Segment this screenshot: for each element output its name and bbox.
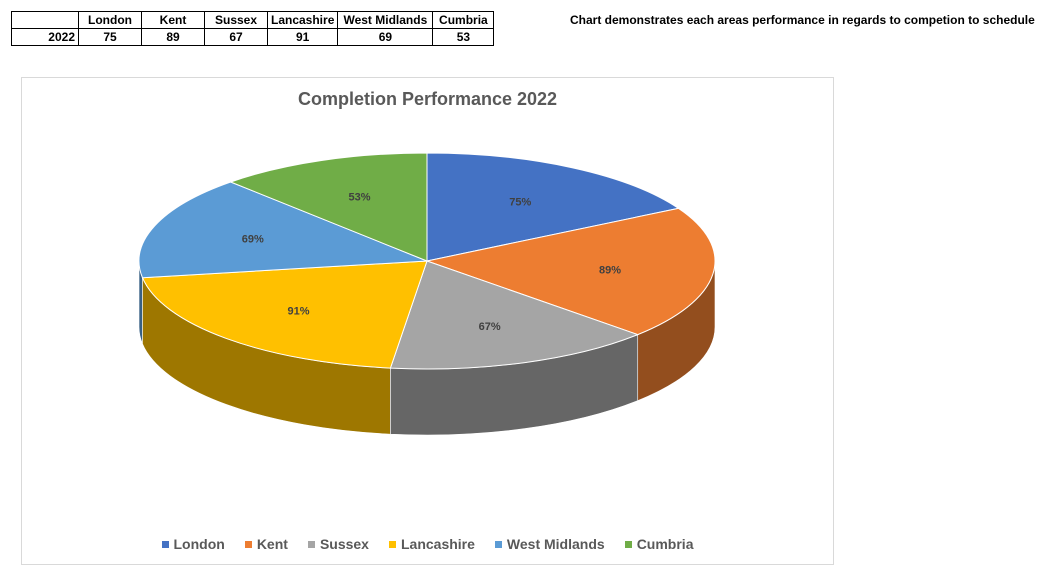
table-cell: Kent xyxy=(141,11,205,29)
data-label: 91% xyxy=(288,306,310,318)
data-label: 67% xyxy=(479,321,501,333)
legend-item: Sussex xyxy=(307,536,369,552)
table-row: 2022 75 89 67 91 69 53 xyxy=(11,28,495,46)
chart-legend: London Kent Sussex Lancashire West Midlands C… xyxy=(22,536,833,552)
legend-swatch xyxy=(494,540,502,548)
table-cell: 91 xyxy=(266,28,339,46)
legend-item: London xyxy=(161,536,225,552)
legend-item: Cumbria xyxy=(624,536,694,552)
chart-area[interactable]: Completion Performance 2022 75% 89% 67% 91%… xyxy=(21,77,834,565)
legend-item: Kent xyxy=(244,536,288,552)
legend-label: Lancashire xyxy=(400,536,475,552)
pie-slice-west-midlands[interactable] xyxy=(138,181,428,279)
legend-label: Kent xyxy=(256,536,288,552)
legend-label: London xyxy=(173,536,225,552)
legend-item: Lancashire xyxy=(388,536,475,552)
legend-label: Sussex xyxy=(319,536,369,552)
pie-slice-london[interactable] xyxy=(426,152,680,262)
pie-slice-cumbria[interactable] xyxy=(229,152,428,262)
data-label: 69% xyxy=(242,233,264,245)
table-cell: West Midlands xyxy=(337,11,434,29)
chart-title: Completion Performance 2022 xyxy=(297,89,558,109)
table-cell: 53 xyxy=(432,28,495,46)
pie-slice-kent[interactable] xyxy=(425,207,716,336)
legend-swatch xyxy=(307,540,315,548)
legend-swatch xyxy=(161,540,169,548)
pie-slice-lancashire[interactable] xyxy=(141,260,428,369)
table-cell: 75 xyxy=(78,28,142,46)
data-label: 75% xyxy=(509,196,531,208)
pie-chart: 75% 89% 67% 91% 69% 53% xyxy=(138,152,716,436)
table-cell: 67 xyxy=(204,28,268,46)
table-cell: Cumbria xyxy=(432,11,495,29)
pie-slice-sussex[interactable] xyxy=(389,260,640,370)
table-cell xyxy=(11,11,79,29)
legend-label: Cumbria xyxy=(636,536,694,552)
legend-swatch xyxy=(388,540,396,548)
data-label: 53% xyxy=(348,192,370,204)
table-header-row: London Kent Sussex Lancashire West Midla… xyxy=(11,11,495,29)
table-cell: Sussex xyxy=(204,11,268,29)
legend-item: West Midlands xyxy=(494,536,605,552)
legend-swatch xyxy=(244,540,252,548)
legend-label: West Midlands xyxy=(506,536,605,552)
legend-swatch xyxy=(624,540,632,548)
data-label: 89% xyxy=(599,264,621,276)
table-cell: 89 xyxy=(141,28,205,46)
table-cell: London xyxy=(78,11,142,29)
table-cell: 69 xyxy=(337,28,434,46)
data-table: London Kent Sussex Lancashire West Midla… xyxy=(11,11,495,46)
table-cell: 2022 xyxy=(11,28,79,46)
table-cell: Lancashire xyxy=(266,11,339,29)
chart-note: Chart demonstrates each areas performanc… xyxy=(570,13,1035,27)
